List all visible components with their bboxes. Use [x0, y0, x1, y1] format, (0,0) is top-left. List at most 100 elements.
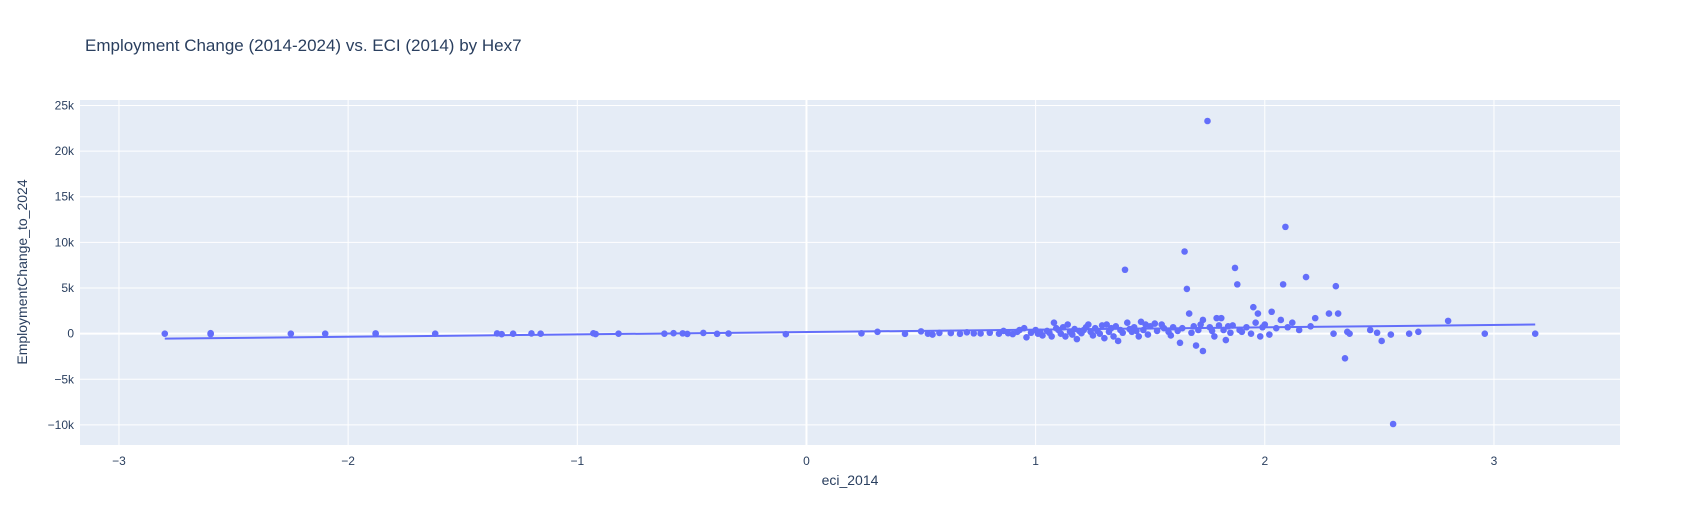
data-point — [1073, 335, 1081, 343]
scatter-points — [161, 117, 1539, 428]
y-axis-title: EmploymentChange_to_2024 — [14, 179, 30, 364]
data-point — [1068, 331, 1076, 338]
y-tick-label: 25k — [55, 98, 75, 112]
data-point — [1213, 314, 1220, 322]
data-point — [1330, 330, 1337, 337]
data-point — [1101, 334, 1108, 342]
data-point — [1288, 319, 1296, 326]
data-point — [1229, 322, 1237, 329]
data-point — [1133, 327, 1140, 335]
data-point — [1020, 324, 1028, 332]
x-axis-title: eci_2014 — [822, 472, 879, 488]
data-point — [1277, 316, 1285, 324]
data-point — [207, 330, 214, 338]
data-point — [615, 330, 622, 337]
y-tick-label: 15k — [55, 190, 75, 204]
data-point — [1178, 324, 1186, 332]
data-point — [1160, 324, 1168, 332]
y-tick-label: 20k — [55, 144, 75, 158]
data-point — [1119, 329, 1127, 337]
data-point — [1261, 321, 1269, 328]
data-point — [1415, 328, 1422, 336]
data-point — [1023, 334, 1030, 341]
plot-area — [80, 100, 1620, 445]
data-point — [1176, 339, 1184, 347]
data-point — [1151, 320, 1159, 327]
data-point — [528, 330, 535, 337]
data-point — [1243, 323, 1250, 331]
x-tick-label: 0 — [803, 454, 810, 468]
data-point — [1389, 420, 1397, 428]
data-point — [782, 330, 790, 338]
data-point — [1531, 330, 1539, 337]
data-point — [1215, 322, 1223, 329]
data-point — [1284, 323, 1292, 331]
data-point — [1039, 332, 1046, 339]
data-point — [1268, 308, 1275, 316]
data-point — [592, 330, 599, 338]
data-point — [1325, 310, 1333, 317]
data-point — [1140, 326, 1147, 334]
data-point — [537, 330, 544, 337]
data-point — [917, 328, 925, 335]
data-point — [970, 330, 978, 337]
data-point — [1190, 323, 1198, 330]
data-point — [1167, 332, 1175, 339]
data-point — [1405, 330, 1413, 337]
data-point — [1208, 327, 1216, 335]
data-point — [1252, 319, 1259, 326]
y-tick-label: −5k — [54, 372, 75, 386]
data-point — [1302, 273, 1310, 281]
chart-title: Employment Change (2014-2024) vs. ECI (2… — [85, 36, 522, 55]
data-point — [1279, 281, 1287, 288]
data-point — [929, 331, 936, 338]
x-axis-ticks: −3 −2 −1 0 1 2 3 — [112, 454, 1498, 468]
data-point — [1089, 332, 1097, 339]
data-point — [1295, 326, 1303, 334]
y-tick-label: 10k — [55, 235, 75, 249]
data-point — [287, 330, 295, 337]
data-point — [1373, 329, 1381, 337]
data-point — [661, 330, 668, 337]
data-point — [1112, 323, 1120, 330]
data-point — [1332, 282, 1340, 290]
data-point — [1199, 347, 1207, 355]
data-point — [1444, 317, 1452, 325]
data-point — [1110, 333, 1117, 340]
data-point — [1181, 248, 1188, 255]
data-point — [1378, 337, 1385, 345]
trendline — [164, 323, 1536, 340]
data-point — [1188, 329, 1195, 337]
x-tick-label: −3 — [112, 454, 126, 468]
data-point — [1311, 314, 1319, 322]
data-point — [1233, 281, 1241, 288]
data-point — [1211, 333, 1218, 340]
data-point — [1204, 117, 1211, 125]
data-point — [1254, 310, 1262, 317]
data-point — [1341, 354, 1349, 362]
data-point — [1238, 328, 1246, 336]
data-point — [1346, 330, 1353, 337]
data-point — [1247, 330, 1255, 337]
data-point — [1222, 336, 1230, 344]
data-point — [1199, 316, 1207, 324]
x-tick-label: −2 — [341, 454, 355, 468]
data-point — [509, 330, 517, 337]
data-point — [372, 330, 379, 338]
y-axis-ticks: −10k −5k 0 5k 10k 15k 20k 25k — [48, 98, 75, 431]
data-point — [936, 329, 943, 337]
data-point — [713, 330, 721, 338]
data-point — [1334, 310, 1342, 317]
data-point — [1121, 266, 1129, 274]
data-point — [1103, 321, 1110, 328]
data-point — [947, 329, 955, 337]
data-point — [1169, 323, 1177, 331]
x-tick-label: −1 — [570, 454, 584, 468]
data-point — [1307, 323, 1314, 330]
x-tick-label: 3 — [1491, 454, 1498, 468]
data-point — [1266, 331, 1273, 338]
data-point — [1144, 331, 1152, 338]
data-point — [498, 330, 505, 338]
y-tick-label: 0 — [67, 327, 74, 341]
data-point — [1220, 326, 1227, 334]
